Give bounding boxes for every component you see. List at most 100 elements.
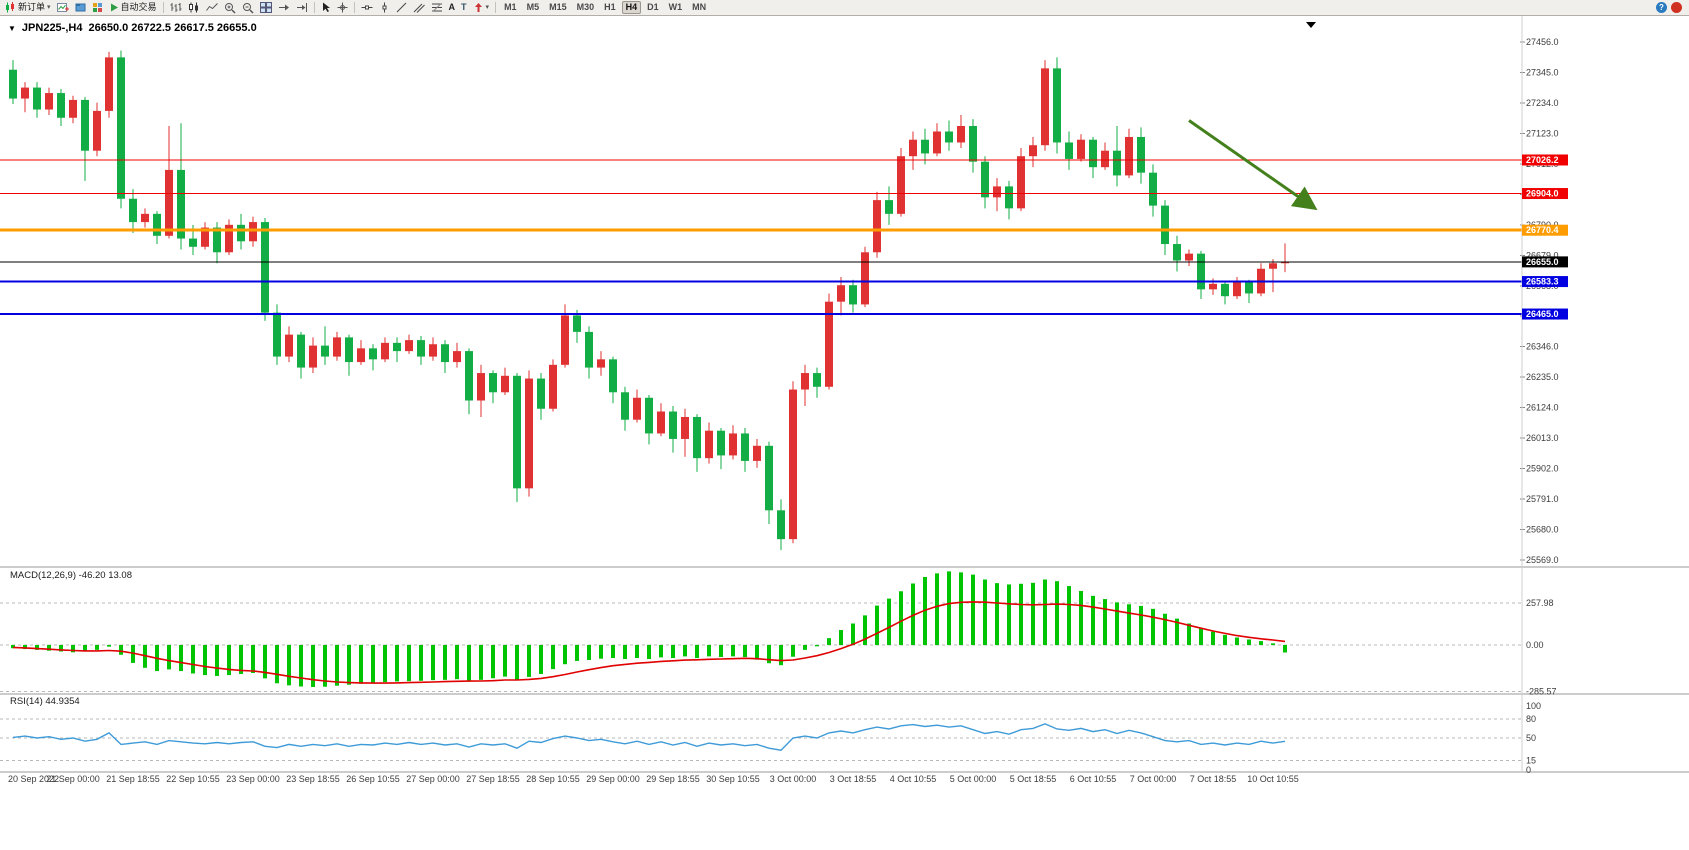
svg-text:10 Oct 10:55: 10 Oct 10:55 <box>1247 774 1299 784</box>
zoom-in-button[interactable] <box>222 1 238 14</box>
timeframe-m5-button[interactable]: M5 <box>523 1 544 14</box>
help-icon[interactable]: ? <box>1656 2 1667 13</box>
symbol-info-bar[interactable]: ▼ JPN225-,H4 26650.0 26722.5 26617.5 266… <box>8 22 257 34</box>
svg-text:26904.0: 26904.0 <box>1526 189 1559 199</box>
timeframe-w1-button[interactable]: W1 <box>665 1 687 14</box>
fibonacci-button[interactable] <box>429 1 445 14</box>
timeframe-m15-button[interactable]: M15 <box>545 1 571 14</box>
toolbar-separator <box>495 2 497 13</box>
svg-text:27456.0: 27456.0 <box>1526 37 1559 47</box>
svg-text:26583.3: 26583.3 <box>1526 277 1559 287</box>
trendline-button[interactable] <box>394 1 409 14</box>
svg-text:29 Sep 00:00: 29 Sep 00:00 <box>586 774 640 784</box>
vertical-line-icon <box>382 2 387 13</box>
candlestick-chart-icon <box>188 2 198 13</box>
chart-window[interactable]: 27456.027345.027234.027123.027012.026901… <box>0 16 1689 850</box>
svg-text:20 Sep 2022: 20 Sep 2022 <box>8 774 59 784</box>
timeframe-mn-button[interactable]: MN <box>688 1 710 14</box>
crosshair-button[interactable] <box>335 1 350 14</box>
svg-text:27 Sep 18:55: 27 Sep 18:55 <box>466 774 520 784</box>
chart-shift-marker <box>1306 22 1316 28</box>
horizontal-line-button[interactable] <box>359 1 375 14</box>
equidistant-channel-icon <box>413 3 425 13</box>
tile-windows-button[interactable] <box>258 1 274 14</box>
cursor-icon <box>322 2 330 12</box>
svg-text:30 Sep 10:55: 30 Sep 10:55 <box>706 774 760 784</box>
chart-canvas[interactable]: 27456.027345.027234.027123.027012.026901… <box>0 16 1689 850</box>
candlestick-chart-button[interactable] <box>186 1 202 14</box>
svg-text:27123.0: 27123.0 <box>1526 128 1559 138</box>
svg-text:5 Oct 00:00: 5 Oct 00:00 <box>950 774 997 784</box>
price-level-lines <box>0 159 1522 316</box>
toolbar-separator <box>353 2 355 13</box>
crosshair-icon <box>337 2 348 13</box>
profiles-button[interactable] <box>73 1 88 14</box>
new-order-icon <box>6 2 14 13</box>
svg-text:21 Sep 00:00: 21 Sep 00:00 <box>46 774 100 784</box>
timeframe-h4-button[interactable]: H4 <box>621 1 642 14</box>
chart-shift-icon <box>296 3 307 12</box>
svg-text:25569.0: 25569.0 <box>1526 555 1559 565</box>
macd-panel: 257.98 0.00 -285.57 <box>0 571 1557 696</box>
zoom-out-button[interactable] <box>240 1 256 14</box>
svg-text:27 Sep 00:00: 27 Sep 00:00 <box>406 774 460 784</box>
equidistant-channel-button[interactable] <box>411 1 427 14</box>
svg-text:80: 80 <box>1526 714 1536 724</box>
svg-text:21 Sep 18:55: 21 Sep 18:55 <box>106 774 160 784</box>
svg-text:26 Sep 10:55: 26 Sep 10:55 <box>346 774 400 784</box>
svg-text:27234.0: 27234.0 <box>1526 98 1559 108</box>
ohlc-bars-icon <box>170 3 182 12</box>
cursor-button[interactable] <box>319 1 333 14</box>
auto-scroll-button[interactable] <box>276 1 292 14</box>
indicators-button[interactable] <box>90 1 105 14</box>
svg-text:26013.0: 26013.0 <box>1526 433 1559 443</box>
collapse-icon[interactable]: ▼ <box>8 23 16 33</box>
profiles-icon <box>75 3 86 12</box>
timeframe-h1-button[interactable]: H1 <box>600 1 620 14</box>
text-tool-icon: A <box>448 2 456 12</box>
symbol-ohlc-values: 26650.0 26722.5 26617.5 26655.0 <box>88 22 257 34</box>
macd-indicator-label: MACD(12,26,9) -46.20 13.08 <box>10 570 132 581</box>
vertical-line-button[interactable] <box>377 1 392 14</box>
svg-text:4 Oct 10:55: 4 Oct 10:55 <box>890 774 937 784</box>
arrows-tool-caret-icon: ▾ <box>485 4 490 11</box>
svg-text:5 Oct 18:55: 5 Oct 18:55 <box>1010 774 1057 784</box>
svg-text:26465.0: 26465.0 <box>1526 309 1559 319</box>
text-tool-button[interactable]: A <box>447 1 458 14</box>
arrows-tool-icon <box>474 3 482 12</box>
ohlc-bars-button[interactable] <box>168 1 184 14</box>
svg-text:23 Sep 18:55: 23 Sep 18:55 <box>286 774 340 784</box>
svg-text:26679.0: 26679.0 <box>1526 250 1559 260</box>
new-order-label: 新订单 <box>18 2 46 12</box>
svg-text:28 Sep 10:55: 28 Sep 10:55 <box>526 774 580 784</box>
chart-shift-button[interactable] <box>294 1 310 14</box>
toolbar: 新订单 ▾ 自动交易 <box>0 0 1689 16</box>
zoom-out-icon <box>242 2 254 14</box>
svg-text:27345.0: 27345.0 <box>1526 67 1559 77</box>
price-axis: 27456.027345.027234.027123.027012.026901… <box>1520 37 1559 565</box>
svg-text:15: 15 <box>1526 755 1536 765</box>
new-chart-button[interactable] <box>55 1 71 14</box>
alert-icon[interactable] <box>1671 2 1682 13</box>
svg-text:6 Oct 10:55: 6 Oct 10:55 <box>1070 774 1117 784</box>
line-chart-icon <box>205 3 218 11</box>
timeframe-m1-button[interactable]: M1 <box>500 1 521 14</box>
toolbar-separator <box>313 2 315 13</box>
new-order-button[interactable]: 新订单 ▾ <box>3 1 53 14</box>
svg-text:23 Sep 00:00: 23 Sep 00:00 <box>226 774 280 784</box>
svg-text:26235.0: 26235.0 <box>1526 372 1559 382</box>
price-tags: 27026.2 26904.0 26770.4 26655.0 26583.3 26465… <box>1522 154 1568 320</box>
svg-text:100: 100 <box>1526 701 1541 711</box>
symbol-title: JPN225-,H4 <box>21 22 83 34</box>
timeframe-d1-button[interactable]: D1 <box>643 1 663 14</box>
svg-text:26655.0: 26655.0 <box>1526 257 1559 267</box>
text-label-tool-button[interactable]: T <box>459 1 469 14</box>
auto-trading-button[interactable]: 自动交易 <box>107 1 159 14</box>
auto-trading-icon <box>110 3 118 12</box>
timeframe-m30-button[interactable]: M30 <box>573 1 599 14</box>
svg-text:7 Oct 00:00: 7 Oct 00:00 <box>1130 774 1177 784</box>
svg-text:50: 50 <box>1526 733 1536 743</box>
svg-text:25680.0: 25680.0 <box>1526 525 1559 535</box>
arrows-tool-button[interactable]: ▾ <box>471 1 492 14</box>
line-chart-button[interactable] <box>204 1 220 14</box>
